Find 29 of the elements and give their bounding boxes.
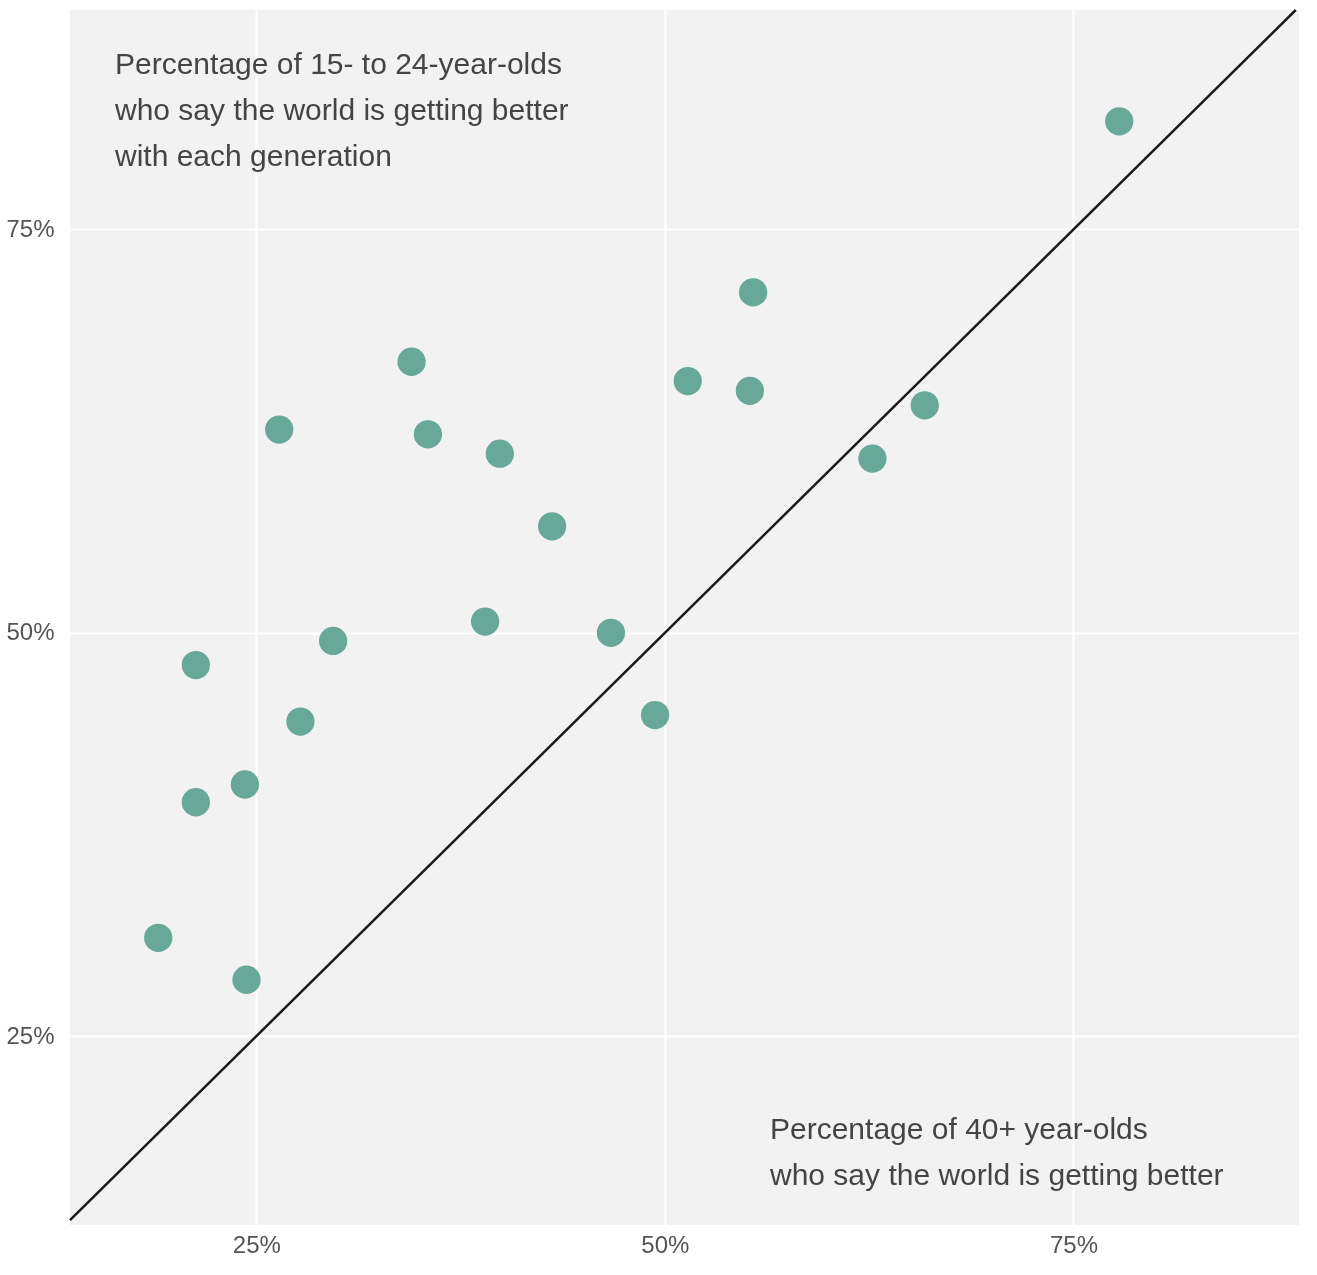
point xyxy=(413,420,443,449)
point xyxy=(318,626,348,656)
point xyxy=(673,367,702,396)
annotation: Percentage of 40+ year-olds who say the world is getting better xyxy=(769,1112,1224,1191)
point xyxy=(265,415,294,444)
x-tick-label: 50% xyxy=(641,1230,690,1258)
point xyxy=(739,278,768,307)
annotation: Percentage of 15- to 24-year-olds who say the world is getting better with each generation xyxy=(114,47,569,172)
point xyxy=(1105,107,1134,136)
point xyxy=(735,376,765,405)
point xyxy=(596,618,626,647)
point xyxy=(181,650,210,680)
point xyxy=(910,391,939,420)
x-tick-label: 25% xyxy=(232,1230,281,1258)
point xyxy=(144,923,173,952)
point xyxy=(485,439,514,468)
point xyxy=(397,347,426,376)
point xyxy=(858,444,887,473)
point xyxy=(181,788,210,817)
y-tick-label: 75% xyxy=(6,214,55,242)
x-tick-label: 75% xyxy=(1049,1230,1098,1258)
point xyxy=(470,607,500,636)
point xyxy=(286,707,315,736)
y-tick-label: 25% xyxy=(6,1021,55,1049)
point xyxy=(640,701,670,730)
y-tick-label: 50% xyxy=(6,618,55,646)
point xyxy=(232,965,261,994)
point xyxy=(230,770,260,799)
point xyxy=(537,512,567,541)
